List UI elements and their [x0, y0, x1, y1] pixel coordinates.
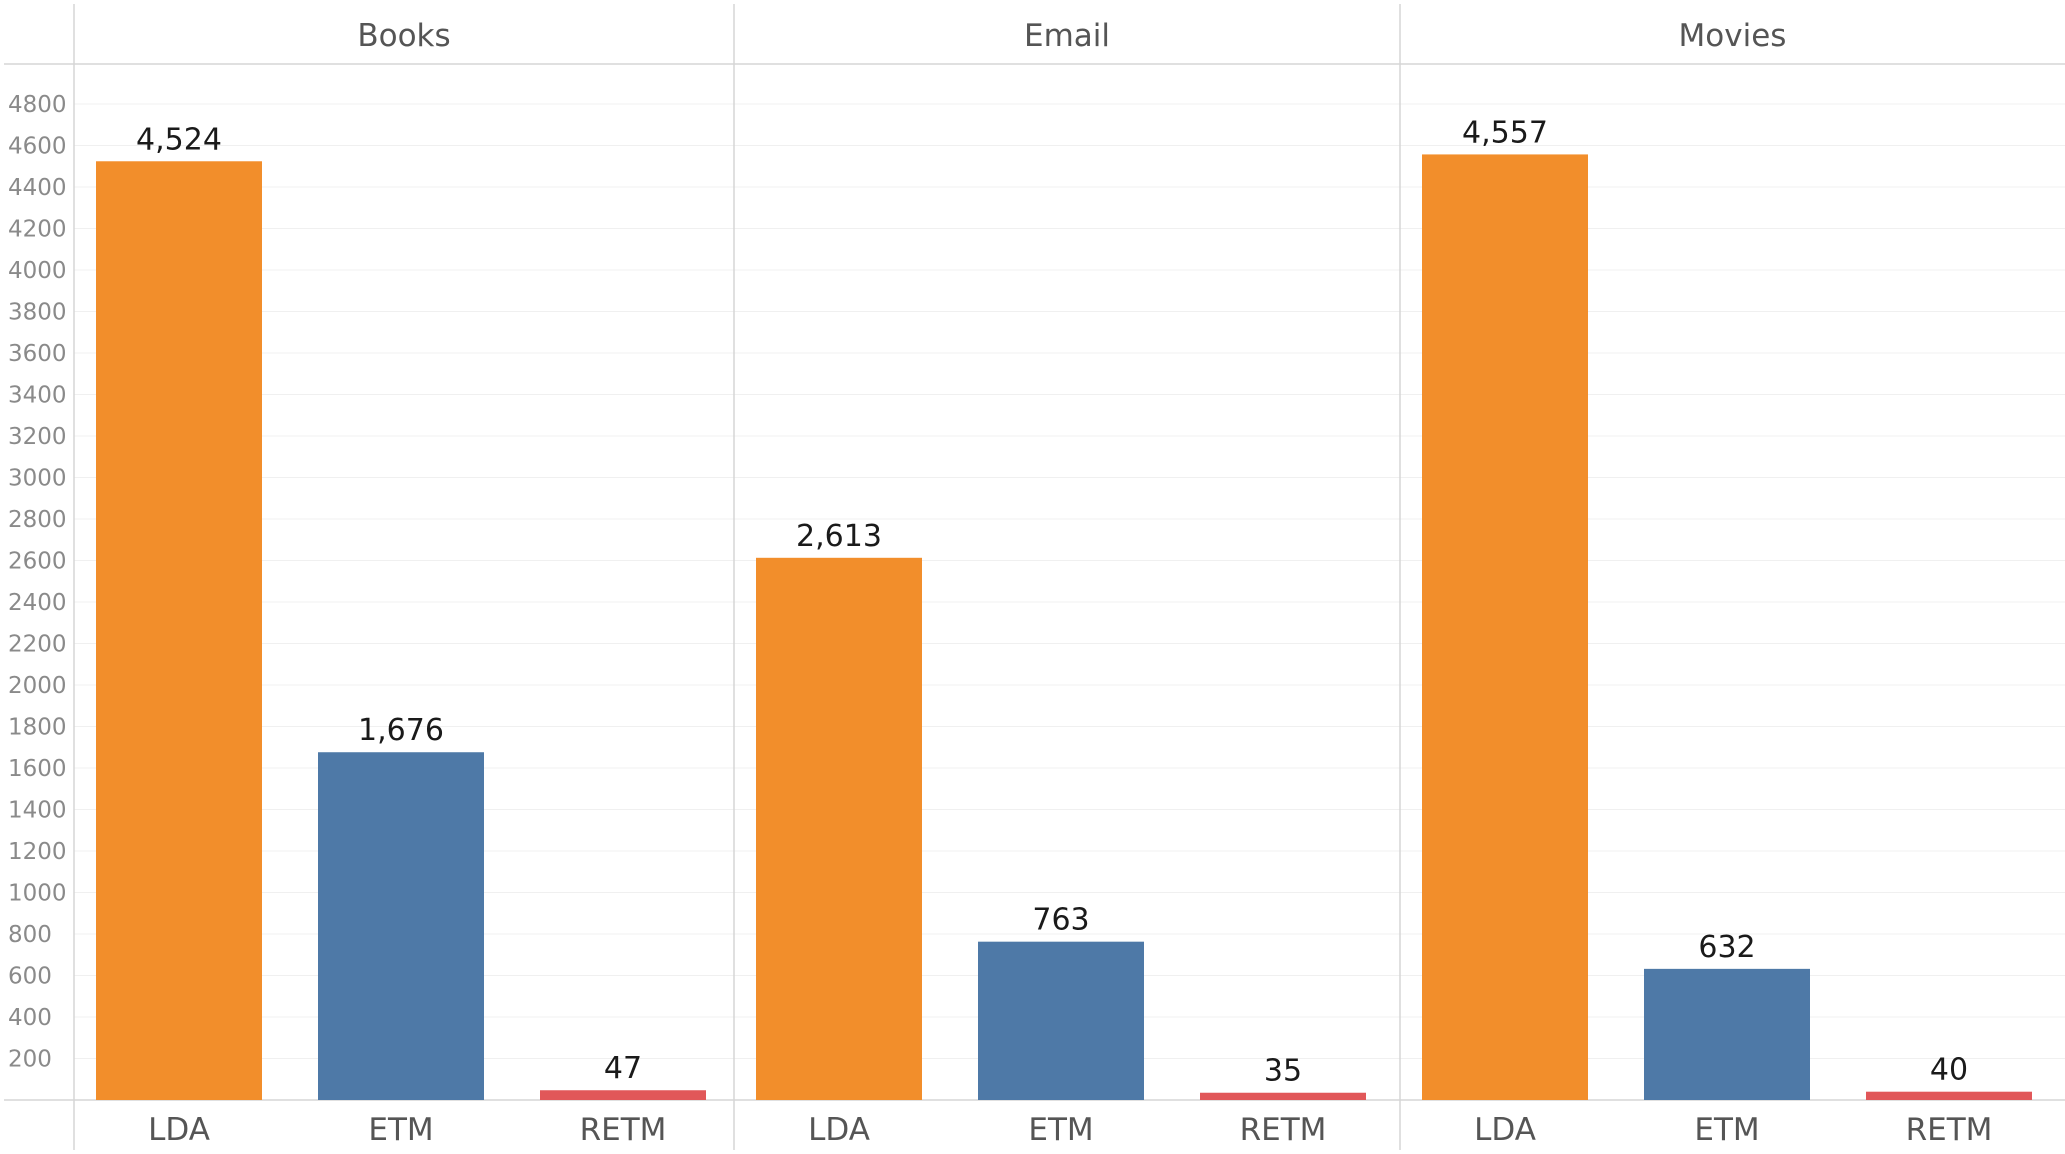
x-tick-label: ETM: [1694, 1112, 1759, 1148]
y-tick-label: 1600: [8, 756, 67, 782]
bar-books-retm: [540, 1090, 706, 1100]
data-label: 4,524: [136, 122, 222, 157]
bar-movies-lda: [1422, 154, 1588, 1101]
y-tick-label: 800: [8, 922, 52, 948]
data-label: 632: [1698, 930, 1755, 965]
y-tick-label: 400: [8, 1005, 52, 1031]
bar-email-retm: [1200, 1092, 1366, 1100]
panel-title-movies: Movies: [1679, 18, 1787, 54]
bar-email-etm: [978, 941, 1144, 1100]
y-tick-label: 2600: [8, 549, 67, 575]
y-tick-label: 4400: [8, 175, 67, 201]
bar-books-lda: [96, 161, 262, 1100]
x-tick-label: LDA: [1474, 1112, 1536, 1148]
x-tick-label: LDA: [148, 1112, 210, 1148]
y-tick-label: 1000: [8, 881, 67, 907]
y-tick-label: 3000: [8, 466, 67, 492]
y-tick-label: 1400: [8, 798, 67, 824]
y-tick-label: 4000: [8, 258, 67, 284]
x-tick-label: LDA: [808, 1112, 870, 1148]
data-label: 40: [1930, 1053, 1968, 1088]
x-tick-label: RETM: [1240, 1112, 1327, 1148]
x-tick-label: RETM: [1906, 1112, 1993, 1148]
y-tick-label: 3600: [8, 341, 67, 367]
y-tick-label: 1200: [8, 839, 67, 865]
y-tick-label: 2800: [8, 507, 67, 533]
y-tick-label: 4800: [8, 92, 67, 118]
bar-books-etm: [318, 752, 484, 1100]
x-tick-label: ETM: [1028, 1112, 1093, 1148]
panel-title-books: Books: [357, 18, 450, 54]
y-tick-label: 600: [8, 964, 52, 990]
y-tick-label: 3400: [8, 383, 67, 409]
bar-movies-etm: [1644, 968, 1810, 1100]
data-label: 35: [1264, 1054, 1302, 1089]
data-label: 4,557: [1462, 115, 1548, 150]
x-tick-label: ETM: [368, 1112, 433, 1148]
y-tick-label: 2000: [8, 673, 67, 699]
y-tick-label: 4600: [8, 134, 67, 160]
y-tick-label: 4200: [8, 217, 67, 243]
y-tick-label: 200: [8, 1047, 52, 1073]
data-label: 1,676: [358, 713, 444, 748]
data-label: 47: [604, 1051, 642, 1086]
panel-title-email: Email: [1024, 18, 1110, 54]
data-label: 2,613: [796, 519, 882, 554]
y-tick-label: 2200: [8, 632, 67, 658]
data-label: 763: [1032, 903, 1089, 938]
bar-email-lda: [756, 557, 922, 1100]
x-tick-label: RETM: [580, 1112, 667, 1148]
bar-movies-retm: [1866, 1091, 2032, 1100]
y-tick-label: 3800: [8, 300, 67, 326]
y-tick-label: 1800: [8, 715, 67, 741]
y-tick-label: 3200: [8, 424, 67, 450]
y-tick-label: 2400: [8, 590, 67, 616]
